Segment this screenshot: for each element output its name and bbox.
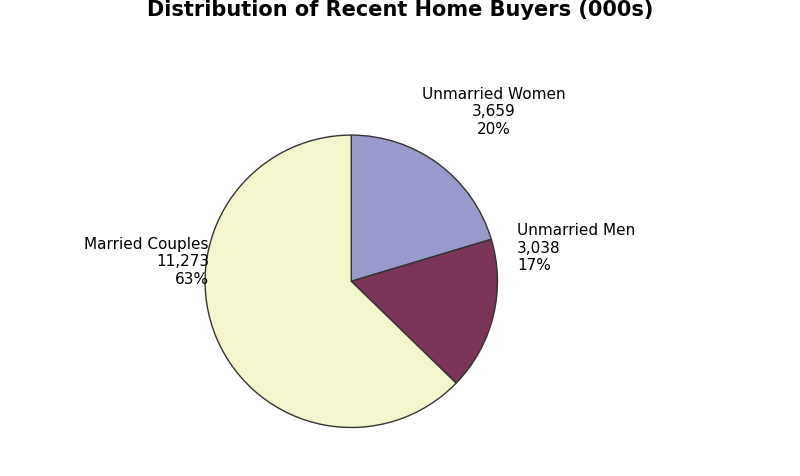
- Wedge shape: [351, 135, 491, 281]
- Wedge shape: [351, 239, 498, 383]
- Text: Married Couples
11,273
63%: Married Couples 11,273 63%: [85, 237, 209, 287]
- Title: Distribution of Recent Home Buyers (000s): Distribution of Recent Home Buyers (000s…: [147, 0, 653, 20]
- Text: Unmarried Women
3,659
20%: Unmarried Women 3,659 20%: [422, 87, 566, 137]
- Text: Unmarried Men
3,038
17%: Unmarried Men 3,038 17%: [517, 223, 635, 273]
- Wedge shape: [205, 135, 456, 427]
